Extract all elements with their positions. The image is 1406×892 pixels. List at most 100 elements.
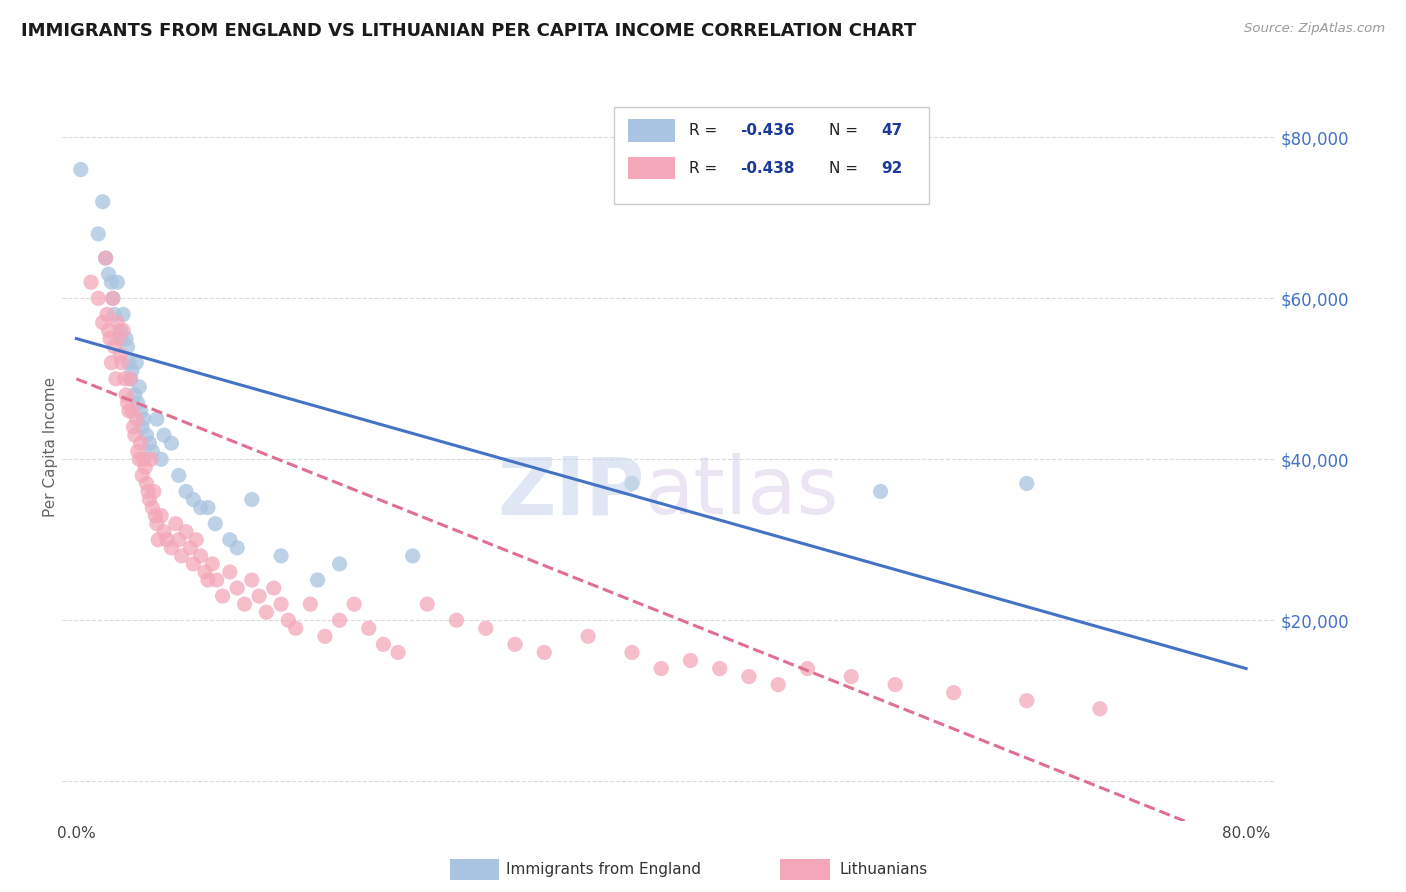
Point [132,412,155,426]
Point [136,484,159,499]
Point [869,484,891,499]
Text: R =: R = [689,123,723,138]
Point [142,484,165,499]
Point [148,533,170,547]
Point [104,372,127,386]
Point [503,637,526,651]
Point [1015,694,1038,708]
Point [127,396,149,410]
Point [134,460,156,475]
Point [94,251,117,265]
Point [117,340,139,354]
Point [218,565,240,579]
Point [884,678,907,692]
Point [141,444,163,458]
Point [240,573,263,587]
Point [156,533,179,547]
Point [240,492,263,507]
Point [107,332,129,346]
Point [110,348,132,362]
Text: Immigrants from England: Immigrants from England [506,863,702,877]
Point [111,332,134,346]
Point [796,661,818,675]
Bar [628,157,675,179]
Point [226,581,249,595]
Point [709,661,731,675]
Point [69,162,91,177]
Point [167,468,190,483]
Point [620,476,643,491]
Point [120,372,142,386]
Point [132,452,155,467]
Point [118,356,141,370]
Point [112,307,135,321]
Point [270,597,292,611]
Point [170,549,193,563]
Point [165,516,187,531]
Point [299,597,322,611]
Point [146,516,169,531]
Point [97,267,120,281]
Point [277,613,299,627]
Text: 47: 47 [882,123,903,138]
Point [135,476,157,491]
Text: N =: N = [828,161,863,176]
Point [226,541,249,555]
Point [105,316,128,330]
Point [153,524,176,539]
Point [96,307,118,321]
Point [100,356,122,370]
Point [576,629,599,643]
Text: ZIP: ZIP [496,453,644,531]
Point [121,404,143,418]
Point [115,388,138,402]
Point [160,436,183,450]
Point [112,324,135,338]
Point [373,637,395,651]
Point [620,645,643,659]
Point [328,557,350,571]
Text: Lithuanians: Lithuanians [839,863,928,877]
Point [125,356,148,370]
Point [284,621,307,635]
Point [183,492,205,507]
Point [416,597,439,611]
Point [446,613,468,627]
Point [201,557,224,571]
Point [153,428,176,442]
Point [1015,476,1038,491]
Point [131,420,153,434]
Point [91,194,114,209]
Point [150,508,173,523]
Point [121,364,143,378]
Point [474,621,496,635]
Point [204,516,226,531]
Point [679,653,702,667]
Point [138,492,160,507]
Text: atlas: atlas [644,453,838,531]
Point [129,404,152,418]
Point [197,500,219,515]
Point [127,444,149,458]
Point [150,452,173,467]
Point [110,324,132,338]
Text: 92: 92 [882,161,903,176]
Point [91,316,114,330]
Point [738,670,761,684]
Point [111,356,134,370]
Point [115,332,138,346]
Point [100,275,122,289]
Point [186,533,208,547]
Text: -0.438: -0.438 [740,161,794,176]
Point [80,275,103,289]
Point [1088,702,1111,716]
Point [254,605,277,619]
Point [190,549,212,563]
Point [766,678,789,692]
Point [98,332,121,346]
Point [401,549,423,563]
Point [174,484,197,499]
Point [128,380,150,394]
Point [114,372,136,386]
Text: R =: R = [689,161,723,176]
